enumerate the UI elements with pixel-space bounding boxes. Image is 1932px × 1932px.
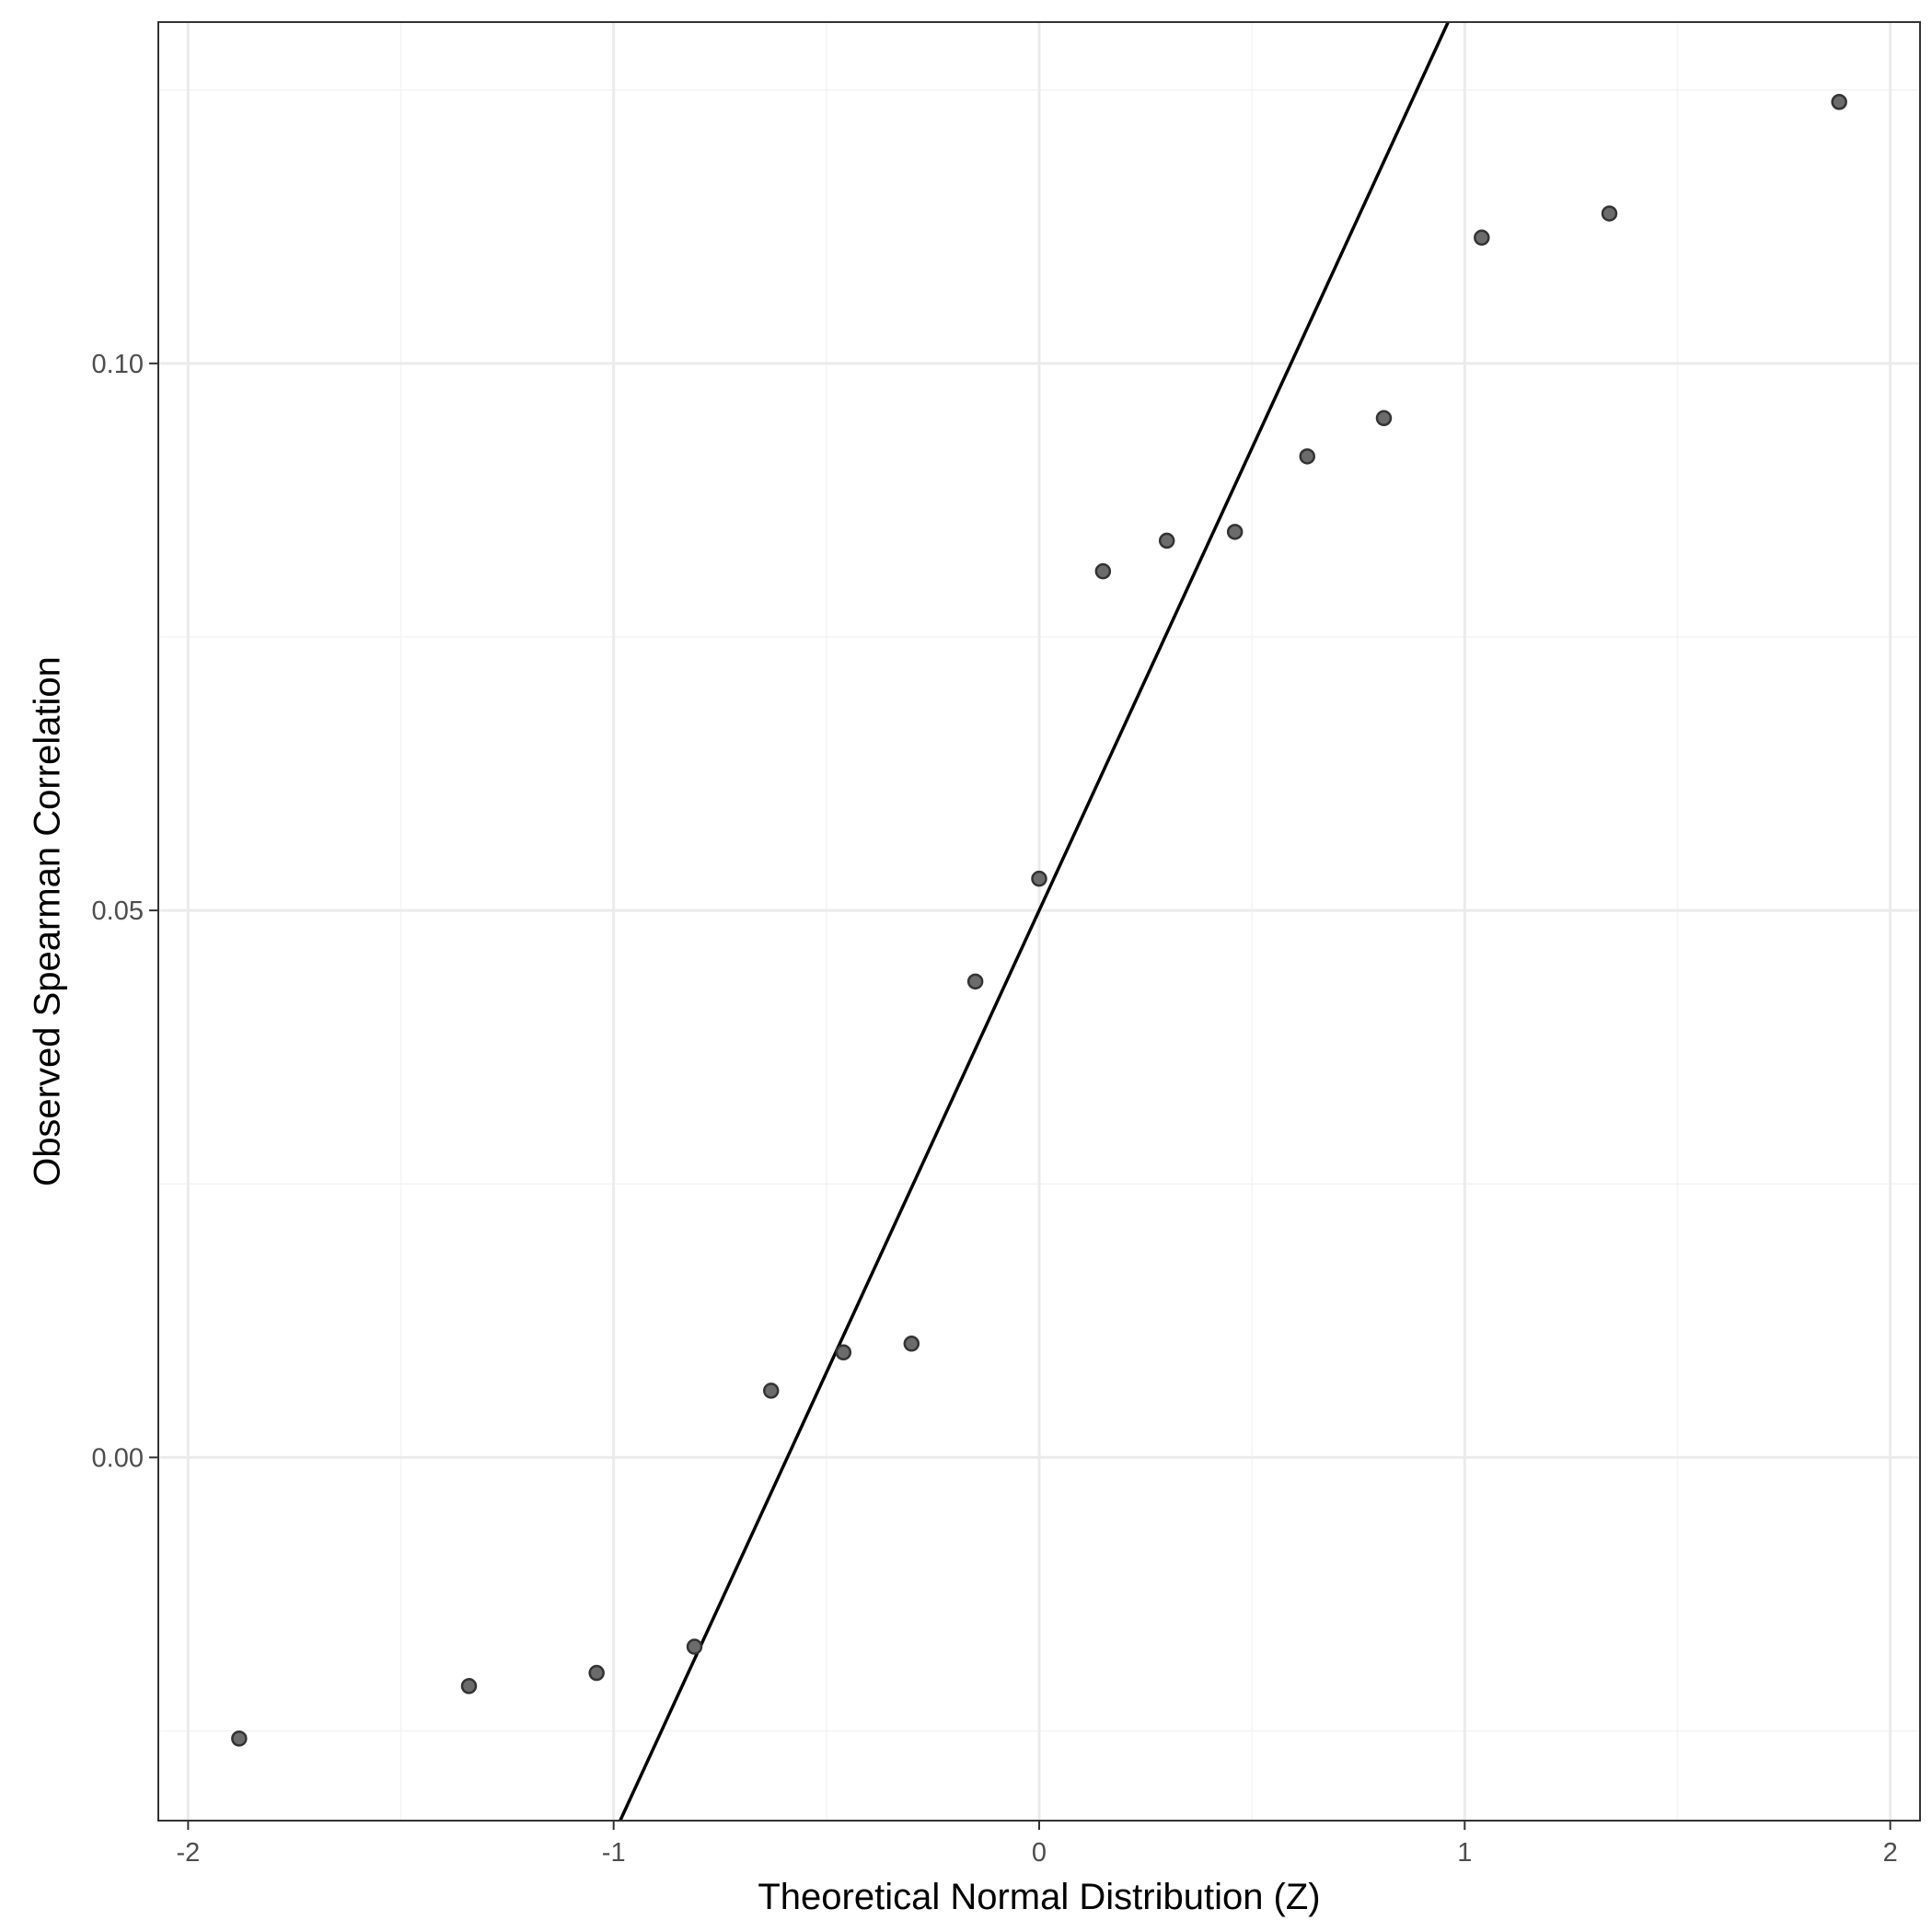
data-point: [762, 1382, 780, 1399]
x-axis-ticks: -2 -1 0 1 2: [176, 1821, 1898, 1868]
x-tick-label: 0: [1032, 1838, 1047, 1868]
data-point: [835, 1344, 852, 1361]
data-point: [1158, 532, 1175, 550]
x-tick-label: 1: [1457, 1838, 1472, 1868]
x-tick-label: -2: [176, 1838, 200, 1868]
data-point: [1375, 410, 1393, 427]
y-tick-label: 0.05: [92, 897, 144, 926]
x-axis-title: Theoretical Normal Distribution (Z): [758, 1877, 1320, 1917]
data-point: [460, 1678, 478, 1695]
data-point: [1031, 870, 1047, 887]
major-gridlines: [158, 22, 1920, 1821]
x-tick-label: 2: [1883, 1838, 1898, 1868]
data-point: [1474, 229, 1490, 246]
data-point: [588, 1664, 605, 1682]
reference-line: [619, 21, 1450, 1822]
y-tick-label: 0.10: [92, 350, 144, 379]
data-point: [903, 1336, 920, 1352]
data-point: [1601, 205, 1618, 222]
data-points: [231, 94, 1847, 1747]
x-tick-label: -1: [602, 1838, 626, 1868]
y-axis-title: Observed Spearman Correlation: [28, 656, 68, 1186]
y-axis-ticks: 0.00 0.05 0.10: [92, 350, 158, 1473]
data-point: [1094, 562, 1112, 580]
reference-line-layer: [619, 21, 1450, 1822]
data-point: [231, 1730, 248, 1747]
data-point: [1299, 448, 1316, 465]
y-tick-label: 0.00: [92, 1443, 144, 1473]
data-point: [686, 1638, 703, 1655]
data-point: [1831, 94, 1847, 110]
data-point: [966, 973, 984, 990]
data-point: [1226, 524, 1244, 540]
